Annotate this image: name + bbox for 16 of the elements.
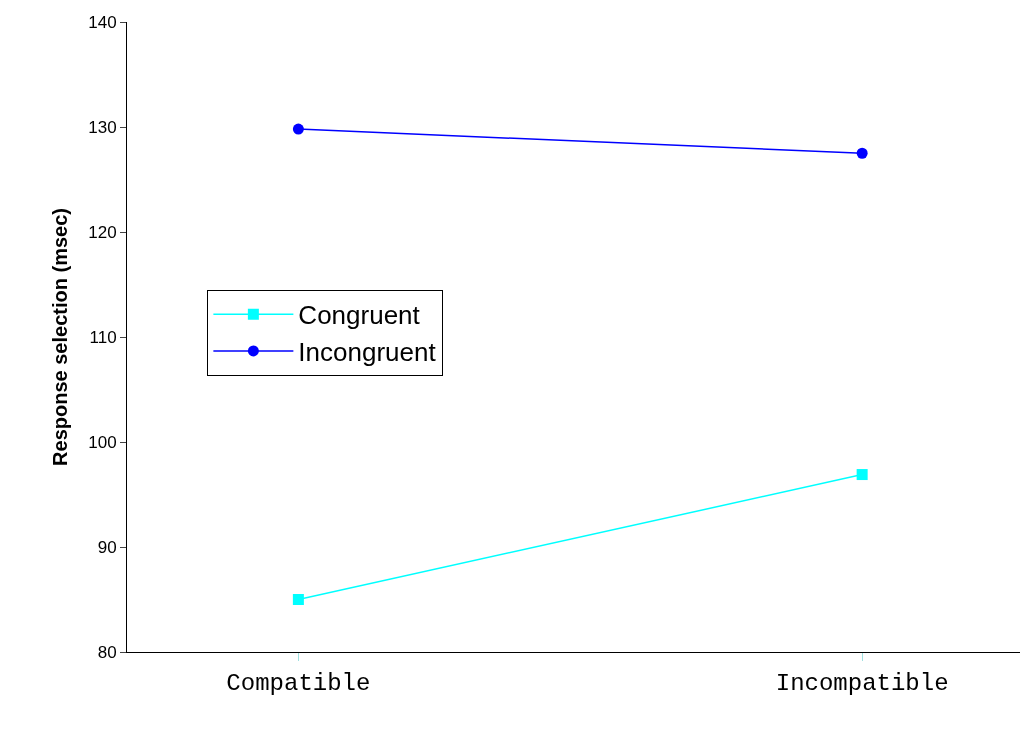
y-tick-label: 120 [88,222,117,242]
y-tick-label: 140 [88,12,117,32]
legend-label: Congruent [298,300,421,331]
y-tick-label: 130 [88,117,117,137]
y-tick-label: 100 [88,432,117,452]
point [856,469,868,481]
point [292,123,304,135]
y-tick-label: 110 [89,327,117,347]
x-tick-label: Incompatible [775,669,949,697]
point [292,594,304,605]
y-axis-title: Response selection (msec) [48,208,71,466]
legend-label: Incongruent [298,337,437,368]
x-tick-label: Compatible [226,669,371,697]
y-tick-label: 90 [97,537,117,557]
y-tick-label: 80 [97,642,117,662]
point [856,147,868,159]
